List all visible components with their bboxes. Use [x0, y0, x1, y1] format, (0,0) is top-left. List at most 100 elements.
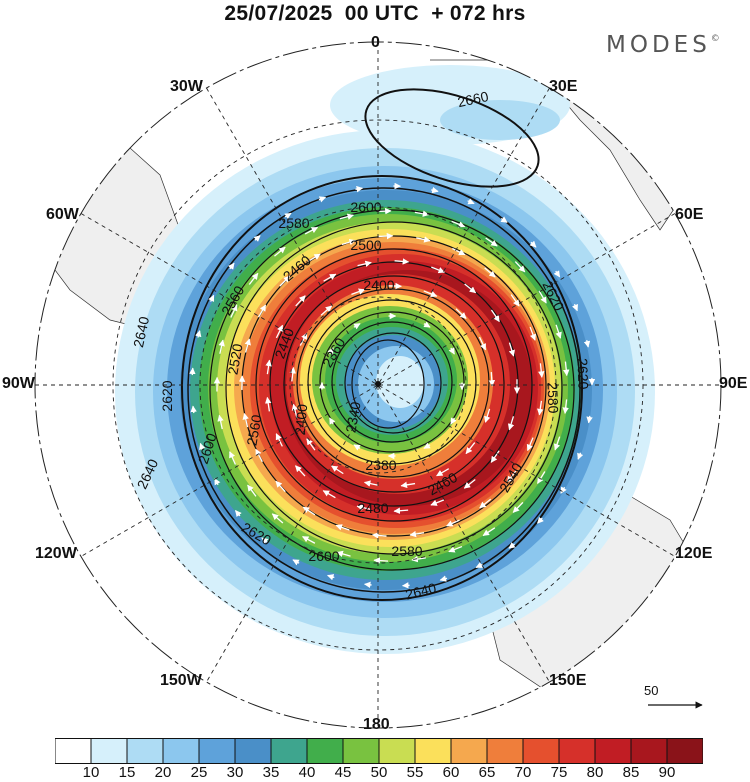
colorbar-tick-label: 90: [658, 764, 676, 781]
wind-vector: [279, 275, 291, 287]
contour-label: 2400: [363, 277, 394, 293]
brand-copyright-mark: ©: [710, 34, 720, 44]
wind-vector: [214, 478, 221, 486]
wind-vector: [253, 235, 261, 242]
meridian-label-60w: 60W: [46, 206, 79, 223]
wind-vector: [553, 436, 561, 451]
wind-vector: [292, 559, 300, 566]
wind-vector: [482, 527, 496, 537]
wind-vector: [400, 481, 416, 489]
meridian-30e-150w: [206, 87, 550, 683]
wind-vector: [302, 536, 316, 544]
colorbar-tick-label: 85: [622, 764, 640, 781]
wind-vector: [304, 226, 319, 235]
contour-label: 2340: [342, 400, 363, 434]
wind-vector: [318, 196, 327, 203]
wind-vector: [322, 490, 336, 499]
meridian-label-30e: 30E: [549, 78, 578, 95]
wind-vector: [423, 442, 431, 449]
wind-vector: [230, 304, 238, 318]
wind-vector: [423, 321, 431, 328]
contour-label: 2620: [574, 358, 591, 390]
wind-vector: [291, 403, 299, 419]
contour-label: 2640: [130, 315, 152, 349]
wind-vector: [490, 309, 500, 323]
wind-vector: [227, 262, 235, 270]
contour-label: 2580: [544, 382, 561, 414]
wind-vector: [376, 207, 392, 215]
colorbar-tick-label: 45: [334, 764, 352, 781]
wind-vector: [514, 261, 526, 273]
wind-vector: [190, 405, 197, 414]
wind-vector: [537, 400, 544, 416]
contour-label: 2580: [278, 215, 309, 231]
wind-vector: [339, 213, 354, 220]
wind-vector: [289, 366, 297, 382]
colorbar-swatch: [90, 738, 128, 764]
wind-vector: [439, 575, 448, 582]
wind-vector: [357, 260, 372, 268]
wind-vector: [356, 504, 371, 511]
wind-vector: [195, 330, 202, 338]
colorbar-tick-label: 55: [406, 764, 424, 781]
wind-vector: [393, 507, 409, 514]
meridian-label-120w: 120W: [35, 545, 77, 562]
wind-vector: [512, 501, 524, 513]
colorbar-tick-label: 50: [370, 764, 388, 781]
wind-vector: [571, 303, 578, 312]
colorbar-swatch: [558, 738, 596, 764]
wind-vector: [510, 294, 520, 307]
wind-vector: [302, 506, 316, 516]
colorbar-swatch: [594, 738, 632, 764]
colorbar-swatch: [342, 738, 380, 764]
wind-vector: [244, 338, 251, 353]
wind-vector: [229, 451, 237, 465]
wind-vector: [353, 444, 361, 451]
wind-vector: [455, 308, 467, 319]
wind-vector: [450, 417, 457, 425]
wind-vector: [500, 216, 508, 223]
colorbar-swatch: [162, 738, 200, 764]
wind-vector: [218, 339, 225, 354]
wind-vector: [248, 272, 259, 285]
wind-vector: [208, 294, 215, 303]
colorbar-tick-label: 65: [478, 764, 496, 781]
wind-vector: [484, 267, 496, 278]
wind-vector: [506, 470, 517, 483]
meridian-label-150w: 150W: [160, 672, 202, 689]
brand-name: MODES: [606, 32, 711, 58]
contour-2620: [187, 187, 581, 593]
wind-vector: [323, 273, 337, 282]
contour-label: 2380: [365, 457, 396, 473]
meridian-label-90w: 90W: [2, 375, 35, 392]
contour-2580: [225, 221, 563, 555]
wind-vector: [307, 253, 321, 262]
wind-vector: [583, 340, 591, 348]
colorbar-tick-label: 80: [586, 764, 604, 781]
contour-2520: [269, 261, 519, 507]
map-boundary: [34, 41, 722, 729]
colorbar-tick-label: 15: [118, 764, 136, 781]
wind-vector: [538, 363, 545, 378]
wind-vector: [431, 266, 445, 274]
height-contours: [181, 88, 583, 601]
wind-vector: [577, 452, 584, 460]
colorbar-swatch: [126, 738, 164, 764]
wind-vector: [373, 557, 389, 564]
contour-2360: [351, 339, 425, 429]
band-north-streak-core: [440, 100, 560, 140]
latitude-circle-inner: [289, 296, 467, 474]
wind-vector: [275, 480, 286, 493]
wind-vector: [306, 438, 316, 451]
wind-vector: [274, 246, 286, 257]
wind-vector: [485, 237, 498, 247]
colorbar-swatch: [55, 738, 92, 764]
wind-vector: [484, 408, 491, 423]
colorbar-swatch: [270, 738, 308, 764]
colorbar-tick-label: 70: [514, 764, 532, 781]
wind-vector: [467, 198, 475, 205]
wind-vector: [199, 442, 206, 451]
colorbar-swatch: [414, 738, 452, 764]
wind-vector: [371, 532, 387, 539]
wind-vector: [255, 448, 263, 463]
